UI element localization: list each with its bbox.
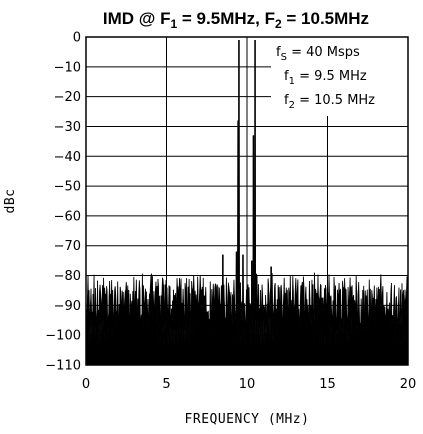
- annotation-f1: f1 = 9.5 MHz: [284, 69, 367, 87]
- x-tick-label: 0: [82, 377, 90, 392]
- x-tick-labels: 0 5 10 15 20: [82, 377, 416, 392]
- y-tick-label: −80: [54, 269, 81, 284]
- plot-frame: [85, 36, 409, 366]
- annotation-f2: f2 = 10.5 MHz: [284, 93, 375, 111]
- annotation-fs: fS = 40 Msps: [276, 45, 360, 63]
- y-tick-label: −70: [54, 239, 81, 254]
- y-tick-label: −90: [54, 299, 81, 314]
- y-tick-label: −50: [54, 180, 81, 195]
- annotation-box: [271, 37, 408, 116]
- x-axis-label: FREQUENCY (MHz): [185, 412, 310, 427]
- y-tick-label: −20: [54, 90, 81, 105]
- y-tick-label: −30: [54, 120, 81, 135]
- y-tick-label: −60: [54, 209, 81, 224]
- x-tick-label: 20: [400, 377, 417, 392]
- spectrum-trace: [85, 39, 409, 366]
- y-axis-label: dBc: [3, 189, 18, 214]
- x-tick-label: 15: [319, 377, 336, 392]
- x-tick-label: 5: [162, 377, 170, 392]
- y-tick-label: −40: [54, 150, 81, 165]
- y-tick-labels: 0 −10 −20 −30 −40 −50 −60 −70 −80 −90 −100 −110: [45, 31, 81, 374]
- y-tick-label: −100: [45, 329, 81, 344]
- y-tick-label: −110: [45, 359, 81, 374]
- y-tick-label: 0: [73, 31, 81, 46]
- chart-title: IMD @ F1 = 9.5MHz, F2 = 10.5MHz: [103, 9, 369, 31]
- x-tick-label: 10: [239, 377, 256, 392]
- spectrum-line: [85, 39, 409, 330]
- y-tick-label: −10: [54, 60, 81, 75]
